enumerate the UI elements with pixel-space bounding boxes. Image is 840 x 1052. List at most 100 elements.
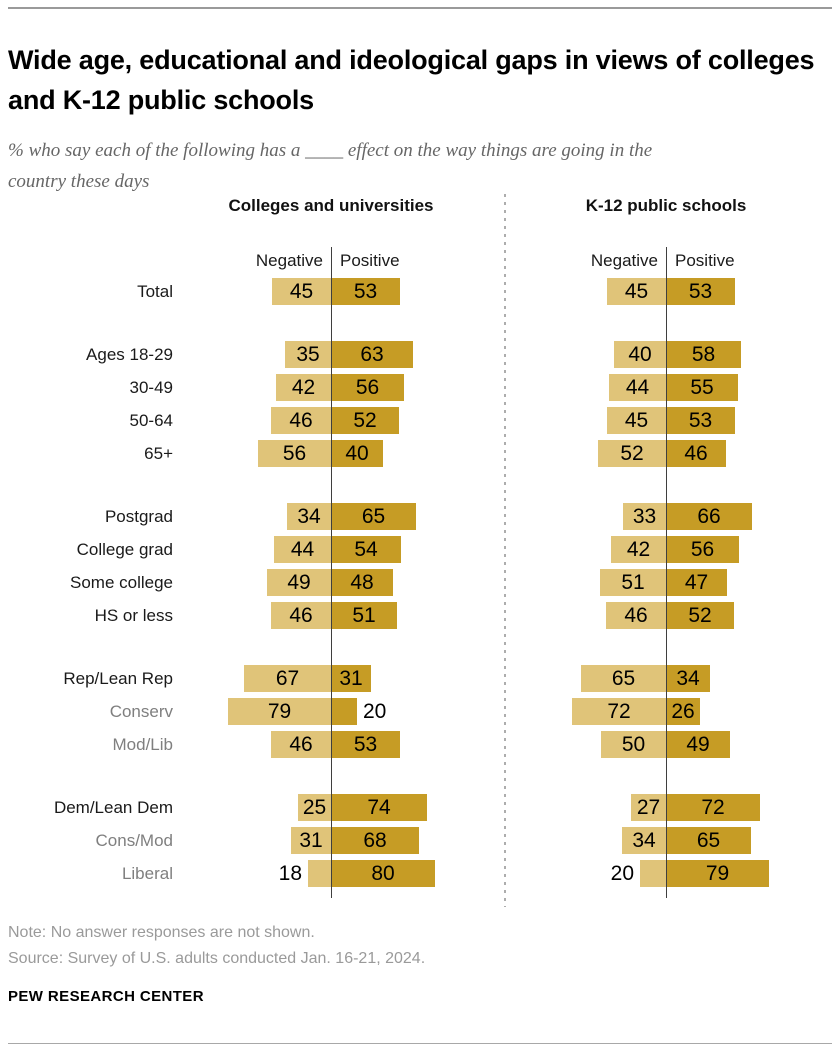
bar-value-label: 31 [299,829,323,852]
bar-negative [572,698,666,725]
bar-value-label: 53 [688,280,713,303]
bar-negative [308,860,331,887]
bar-value-label: 51 [352,604,376,627]
bar-value-label: 27 [636,796,661,819]
bar-value-label: 56 [690,538,715,561]
bar-value-label: 50 [621,733,646,756]
top-rule [8,7,832,9]
bar-negative [276,374,331,401]
bar-positive [666,827,751,854]
bar-value-label: 49 [287,571,311,594]
bar-positive [666,665,710,692]
chart-source: Source: Survey of U.S. adults conducted … [8,950,426,967]
bar-value-label: 54 [354,538,378,561]
bar-negative [581,665,666,692]
bar-negative [607,407,666,434]
panel-title-k12: K-12 public schools [585,196,747,215]
bar-value-label: 56 [355,376,380,399]
bar-value-label: 40 [345,442,369,465]
bar-positive [666,536,739,563]
bar-positive [331,440,383,467]
bar-value-label: 49 [686,733,710,756]
bar-positive [331,374,404,401]
bar-negative [258,440,331,467]
row-label: Some college [69,573,173,592]
row-label: Cons/Mod [95,831,173,850]
bar-value-label: 47 [684,571,709,594]
bar-value-label: 66 [697,505,721,528]
bar-value-label: 26 [671,700,695,723]
bar-negative [272,278,331,305]
bar-negative [601,731,666,758]
row-label: Dem/Lean Dem [53,798,173,817]
bar-value-label: 34 [297,505,321,528]
k12-negative-header: Negative [590,251,658,270]
chart-subtitle: % who say each of the following has a __… [8,140,653,192]
bar-value-label: 72 [701,796,725,819]
bar-value-label: 53 [688,409,713,432]
bar-value-label: 45 [624,409,649,432]
row-label: Mod/Lib [112,735,173,754]
bar-positive [331,569,393,596]
bar-positive [666,860,769,887]
bar-negative [623,503,666,530]
bar-value-label: 67 [275,667,300,690]
bar-negative [271,731,331,758]
bar-positive [331,794,427,821]
bar-value-label: 68 [363,829,387,852]
bar-negative [271,407,331,434]
bar-value-label: 33 [632,505,657,528]
row-label: 65+ [144,444,173,463]
bar-negative [228,698,331,725]
k12-baseline-axis [666,247,667,898]
bar-negative [631,794,666,821]
bar-value-label: 20 [610,862,634,885]
bar-value-label: 56 [282,442,307,465]
bar-negative [298,794,331,821]
row-label: Total [137,282,173,301]
row-label: Rep/Lean Rep [63,669,173,688]
bar-value-label: 34 [676,667,700,690]
bar-value-label: 45 [289,280,314,303]
row-label: Ages 18-29 [86,345,173,364]
panel-title-colleges: Colleges and universities [228,196,434,215]
bar-value-label: 44 [625,376,650,399]
colleges-positive-header: Positive [340,251,400,270]
panel-divider-dotted-line [504,194,506,907]
bar-positive [666,374,738,401]
colleges-baseline-axis [331,247,332,898]
bar-positive [666,407,735,434]
bar-value-label: 40 [628,343,652,366]
bottom-rule [8,1043,832,1044]
colleges-negative-header: Negative [255,251,323,270]
bar-value-label: 46 [289,409,313,432]
bar-value-label: 46 [684,442,708,465]
bar-value-label: 58 [691,343,716,366]
k12-positive-header: Positive [675,251,735,270]
row-label: Liberal [121,864,173,883]
chart-note: Note: No answer responses are not shown. [8,924,315,941]
bar-positive [666,278,735,305]
bar-positive [666,341,741,368]
bar-negative [244,665,331,692]
bar-negative [611,536,666,563]
bar-negative [607,278,666,305]
bar-negative [598,440,666,467]
row-label: 30-49 [129,378,173,397]
row-label: College grad [76,540,173,559]
bar-positive [331,407,399,434]
bar-value-label: 42 [626,538,651,561]
bar-value-label: 42 [291,376,316,399]
bar-value-label: 25 [302,796,327,819]
page-title: Wide age, educational and ideological ga… [8,45,815,116]
bar-negative [614,341,666,368]
bar-value-label: 48 [350,571,374,594]
bar-negative [640,860,666,887]
bar-positive [666,731,730,758]
bar-positive [666,440,726,467]
row-label: HS or less [94,606,173,625]
row-label: Conserv [109,702,173,721]
bar-value-label: 74 [367,796,391,819]
bar-value-label: 63 [360,343,384,366]
bar-positive [666,602,734,629]
